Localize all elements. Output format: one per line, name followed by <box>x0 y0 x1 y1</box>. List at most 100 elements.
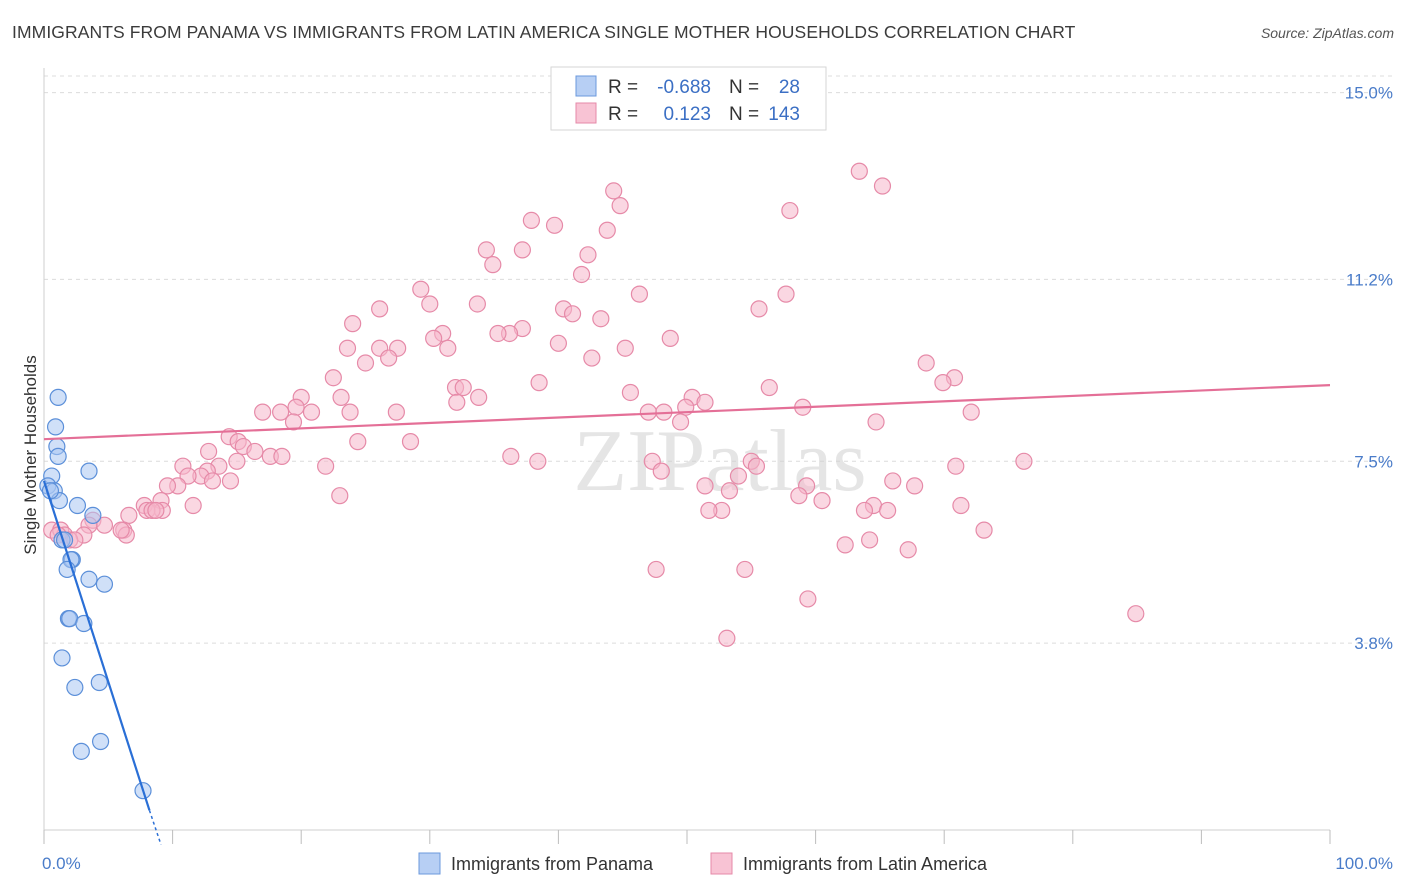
latin-point-60 <box>302 403 321 421</box>
latin-point-15 <box>421 295 439 313</box>
legend-n-label-latin: N = <box>729 104 759 125</box>
latin-point-103 <box>790 487 808 505</box>
series-latin-america <box>43 162 1145 647</box>
legend-r-label-latin: R = <box>608 104 638 125</box>
latin-point-92 <box>203 472 222 490</box>
latin-point-56 <box>254 403 272 421</box>
grid-lines <box>44 75 1392 644</box>
latin-point-23 <box>777 285 795 303</box>
legend-swatch-panama <box>575 75 597 97</box>
panama-point-25 <box>72 742 90 760</box>
latin-point-70 <box>401 433 420 451</box>
latin-point-97 <box>696 477 714 495</box>
latin-point-5 <box>522 211 540 229</box>
latin-point-11 <box>484 256 502 274</box>
latin-point-57 <box>287 398 305 416</box>
x-tick-label-1: 100.0% <box>1335 854 1393 873</box>
latin-point-113 <box>147 501 165 520</box>
y-tick-label-3: 15.0% <box>1345 84 1393 103</box>
latin-point-46 <box>454 378 472 397</box>
latin-point-61 <box>639 403 658 421</box>
latin-point-51 <box>332 388 350 406</box>
latin-point-10 <box>579 246 597 264</box>
x-tick-label-0: 0.0% <box>42 854 81 873</box>
panama-point-4 <box>80 462 98 480</box>
latin-point-64 <box>962 403 980 421</box>
latin-point-29 <box>661 329 679 347</box>
latin-point-41 <box>934 374 952 392</box>
latin-point-2 <box>605 182 623 200</box>
latin-point-138 <box>1127 605 1145 623</box>
panama-point-22 <box>90 673 108 692</box>
trend-line-panama-extension <box>148 810 162 845</box>
latin-point-114 <box>855 501 874 520</box>
latin-point-28 <box>425 329 443 347</box>
trend-line-panama <box>42 480 151 811</box>
latin-point-65 <box>867 413 885 431</box>
latin-point-44 <box>760 378 778 397</box>
latin-point-30 <box>338 339 357 357</box>
series-panama <box>39 388 152 800</box>
y-tick-label-0: 3.8% <box>1354 634 1393 653</box>
bottom-legend-label-latin: Immigrants from Latin America <box>743 854 988 874</box>
latin-point-118 <box>120 506 138 524</box>
latin-point-82 <box>1015 452 1033 470</box>
latin-point-83 <box>747 457 766 475</box>
latin-point-8 <box>513 241 531 259</box>
latin-point-63 <box>272 403 290 421</box>
latin-point-34 <box>616 339 634 357</box>
latin-point-67 <box>671 413 690 431</box>
latin-point-96 <box>884 472 902 490</box>
latin-point-58 <box>341 403 359 421</box>
latin-point-80 <box>529 452 547 470</box>
panama-point-24 <box>91 732 110 751</box>
y-tick-labels: 3.8% 7.5% 11.2% 15.0% <box>1345 84 1393 654</box>
panama-point-17 <box>95 575 114 593</box>
latin-point-0 <box>850 162 868 180</box>
latin-point-36 <box>583 349 601 367</box>
panama-point-9 <box>68 496 87 515</box>
trend-line-latin <box>43 383 1331 441</box>
latin-point-59 <box>387 403 405 421</box>
legend-r-value-latin: 0.123 <box>663 104 711 125</box>
x-tick-labels: 0.0% 100.0% <box>42 854 1393 873</box>
trend-lines <box>42 383 1331 845</box>
legend-swatch-latin <box>575 102 597 124</box>
legend-r-value-panama: -0.688 <box>657 77 711 98</box>
panama-point-3 <box>49 447 67 465</box>
latin-point-38 <box>356 354 375 372</box>
latin-point-20 <box>563 305 582 323</box>
latin-point-66 <box>284 413 303 431</box>
legend-n-value-panama: 28 <box>779 77 800 98</box>
y-axis-label: Single Mother Households <box>21 355 40 554</box>
latin-point-4 <box>781 201 799 220</box>
bottom-legend-swatch-panama <box>418 852 441 875</box>
latin-point-39 <box>917 354 935 372</box>
legend-n-label-panama: N = <box>729 77 759 98</box>
latin-point-133 <box>836 536 854 554</box>
latin-point-7 <box>598 221 616 239</box>
latin-point-37 <box>380 349 398 367</box>
axes <box>43 68 1331 844</box>
panama-point-10 <box>84 506 102 524</box>
panama-point-16 <box>80 570 98 588</box>
latin-point-35 <box>549 334 568 352</box>
latin-point-50 <box>470 388 488 406</box>
latin-point-139 <box>718 629 736 647</box>
y-tick-label-2: 11.2% <box>1346 270 1393 289</box>
latin-point-73 <box>200 442 218 461</box>
latin-point-9 <box>477 241 495 259</box>
latin-point-22 <box>592 310 610 328</box>
stats-legend: R = -0.688 N = 28 R = 0.123 N = 143 <box>550 66 827 131</box>
latin-point-14 <box>630 285 649 303</box>
latin-point-134 <box>899 541 917 559</box>
latin-point-32 <box>439 339 457 357</box>
latin-point-135 <box>647 560 665 579</box>
latin-point-137 <box>799 590 817 608</box>
latin-point-27 <box>489 324 507 343</box>
latin-point-12 <box>572 265 591 284</box>
latin-point-77 <box>502 447 520 465</box>
latin-point-43 <box>530 374 548 392</box>
latin-point-94 <box>729 467 748 485</box>
legend-n-value-latin: 143 <box>768 104 800 125</box>
